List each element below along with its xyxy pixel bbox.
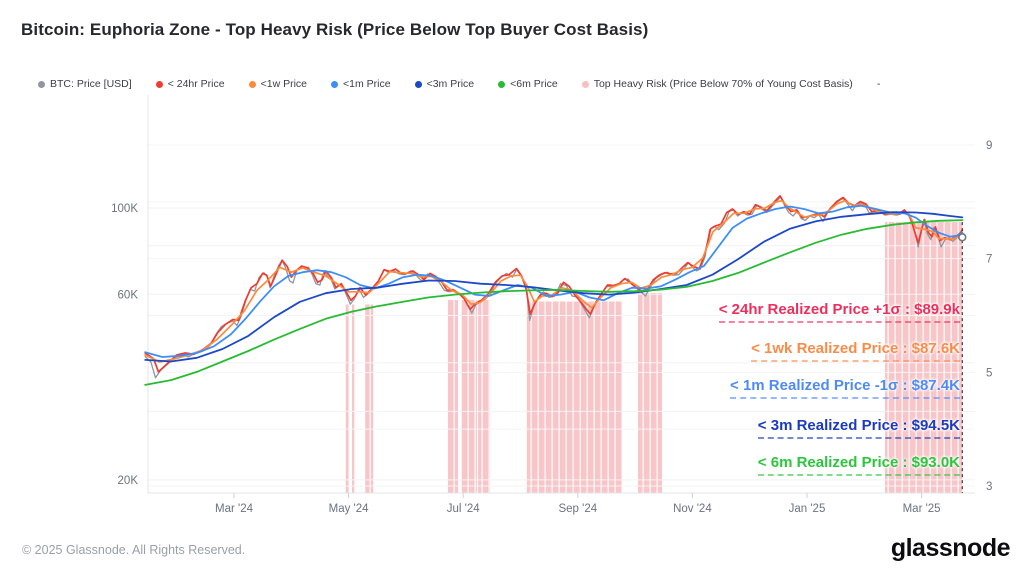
x-tick-label: May '24 [329,503,370,515]
legend-marker-icon [331,80,338,88]
risk-band [365,304,374,493]
glassnode-logo: glassnode [890,534,1011,562]
legend-item[interactable]: BTC: Price [USD] [38,78,132,90]
series-line [144,211,964,363]
last-price-marker-icon [958,233,967,242]
x-tick-label: Mar '25 [903,503,941,515]
risk-band [352,304,355,493]
legend-item[interactable]: Top Heavy Risk (Price Below 70% of Young… [581,78,853,90]
x-tick-label: Sep '24 [558,503,597,515]
copyright-text: © 2025 Glassnode. All Rights Reserved. [22,543,246,557]
legend-item[interactable]: - [877,78,881,90]
x-tick-label: Mar '24 [215,503,254,515]
legend-item[interactable]: <6m Price [498,78,558,90]
risk-band [478,300,491,493]
legend-item[interactable]: <1m Price [331,78,391,90]
y-tick-label-left: 20K [118,475,139,487]
y-tick-label-left: 60K [118,289,139,301]
y-tick-label-right: 9 [986,140,992,152]
risk-band [637,292,663,493]
risk-band [447,300,459,493]
legend-item-label: < 24hr Price [167,78,225,90]
legend-item-label: <1m Price [343,78,391,90]
y-tick-label-right: 5 [986,367,992,379]
risk-band [526,301,622,493]
legend-marker-icon [581,80,589,88]
legend-marker-icon [498,80,506,88]
legend-item[interactable]: < 24hr Price [155,78,225,90]
chart-title: Bitcoin: Euphoria Zone - Top Heavy Risk … [21,20,649,39]
x-tick-label: Jan '25 [789,503,826,515]
legend-item-label: - [876,78,881,90]
y-tick-label-right: 3 [986,481,992,493]
y-tick-label-right: 7 [986,254,992,266]
y-tick-label-left: 100K [111,203,138,215]
legend-item-label: <3m Price [426,78,475,90]
legend-item-label: Top Heavy Risk (Price Below 70% of Young… [593,78,853,90]
legend-item-label: <1w Price [260,78,307,90]
legend-marker-icon [155,80,163,88]
legend: BTC: Price [USD] < 24hr Price <1w Price <1m… [38,78,880,90]
risk-band [460,300,477,493]
risk-band [345,304,350,493]
legend-marker-icon [414,80,422,88]
series-line [144,219,964,386]
risk-band [884,222,963,493]
x-tick-label: Nov '24 [673,503,712,515]
legend-item[interactable]: <3m Price [414,78,475,90]
legend-item-label: <6m Price [510,78,558,90]
legend-marker-icon [38,80,45,88]
legend-marker-icon [248,80,256,88]
legend-item-label: BTC: Price [USD] [50,78,132,90]
series-line [144,195,964,373]
x-tick-label: Jul '24 [447,503,480,515]
legend-item[interactable]: <1w Price [248,78,307,90]
